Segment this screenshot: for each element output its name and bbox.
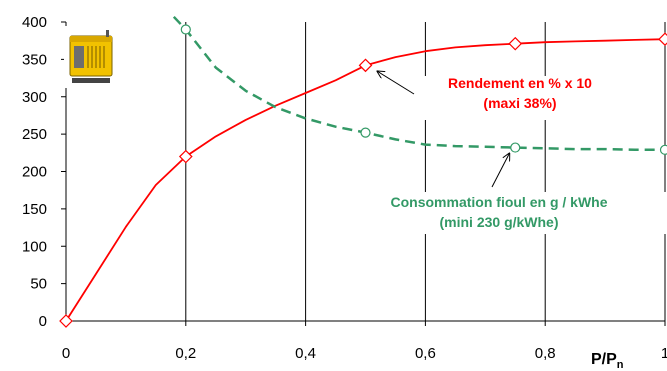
series-1-point-3 — [659, 144, 667, 155]
y-tick-label-6: 300 — [22, 89, 47, 106]
x-axis-label-main: P/P — [591, 351, 617, 368]
series-0-point-4 — [658, 32, 667, 47]
annotations: Rendement en % x 10 (maxi 38%) Consommatio… — [324, 71, 666, 234]
annotation-1-arrow — [491, 154, 509, 188]
annotation-0-line-1: (maxi 38%) — [483, 95, 556, 111]
x-tick-label-2: 0,4 — [295, 345, 316, 362]
x-tick-label-3: 0,6 — [415, 345, 436, 362]
y-tick-label-0: 0 — [39, 313, 47, 330]
y-tick-label-4: 200 — [22, 164, 47, 181]
generator-icon — [64, 26, 116, 88]
y-tick-label-2: 100 — [22, 238, 47, 255]
y-tick-label-7: 350 — [22, 51, 47, 68]
series-layer — [59, 15, 667, 328]
series-0-point-2 — [358, 58, 373, 73]
annotation-1-line-0: Consommation fioul en g / kWhe — [391, 194, 608, 210]
x-tick-label-1: 0,2 — [175, 345, 196, 362]
annotation-1-box — [324, 192, 666, 234]
axes — [61, 21, 666, 326]
x-tick-label-0: 0 — [62, 345, 70, 362]
annotation-0-arrow — [377, 71, 415, 95]
annotation-0-box — [416, 76, 626, 120]
annotation-0-line-0: Rendement en % x 10 — [448, 75, 592, 91]
y-tick-label-1: 50 — [30, 276, 47, 293]
y-tick-labels: 0 50 100 150 200 250 300 350 400 — [22, 14, 47, 330]
series-1-point-2 — [510, 142, 521, 153]
series-0-point-0 — [59, 314, 73, 328]
x-tick-label-5: 1 — [661, 345, 667, 362]
grid-lines — [185, 22, 666, 321]
y-tick-label-8: 400 — [22, 14, 47, 31]
annotation-1-line-1: (mini 230 g/kWhe) — [439, 214, 558, 230]
x-axis-label-sub: n — [617, 359, 624, 371]
series-0-point-1 — [178, 149, 193, 164]
series-0-point-3 — [508, 36, 523, 51]
series-1-point-0 — [180, 24, 191, 35]
y-tick-label-3: 150 — [22, 201, 47, 218]
x-axis-label: P/Pn — [591, 351, 624, 371]
y-tick-label-5: 250 — [22, 126, 47, 143]
x-tick-labels: 0 0,2 0,4 0,6 0,8 1 — [62, 345, 667, 362]
x-tick-label-4: 0,8 — [535, 345, 556, 362]
series-1-point-1 — [360, 127, 371, 138]
series-1-line — [172, 15, 665, 152]
